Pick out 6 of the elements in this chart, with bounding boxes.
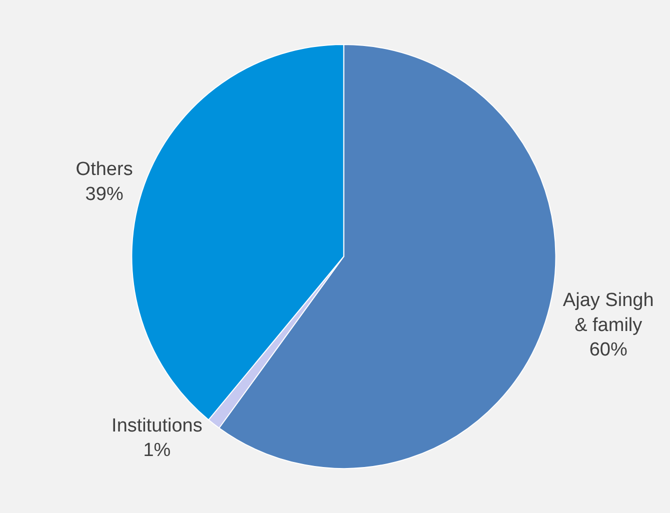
slice-label: Others bbox=[76, 159, 133, 180]
data-label: 1% bbox=[143, 440, 171, 462]
data-label: 60% bbox=[589, 340, 628, 361]
slice-label: Institutions bbox=[112, 415, 202, 436]
slice-label: Ajay Singh & family bbox=[562, 290, 654, 336]
data-label: 39% bbox=[85, 184, 124, 205]
